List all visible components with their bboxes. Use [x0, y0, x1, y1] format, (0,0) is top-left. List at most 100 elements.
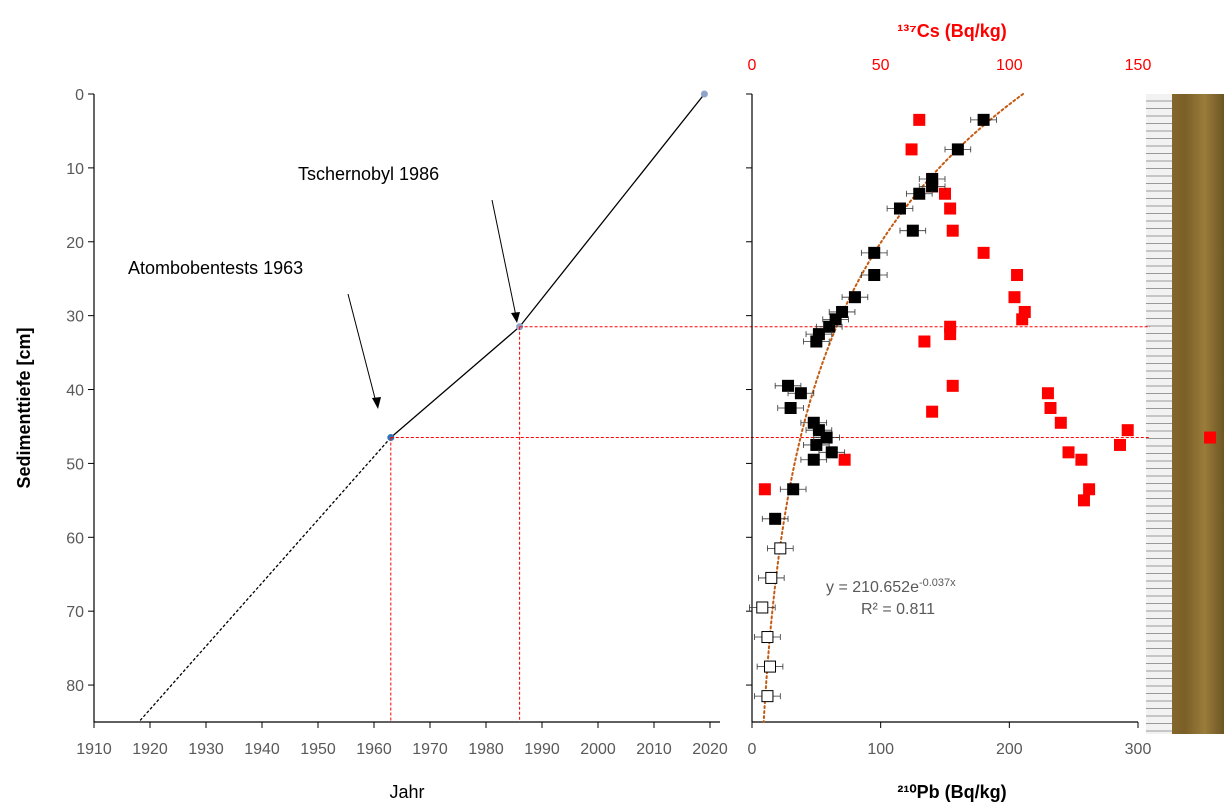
cs-point: [944, 328, 957, 341]
cs-point: [1054, 416, 1067, 429]
age-depth-line: [390, 93, 705, 439]
right-y-ticks: [746, 93, 752, 686]
activity-panel: 0 100 200 300 0 50 100 150 ²¹⁰Pb (Bq/kg) ¹³⁷Cs…: [746, 21, 1217, 802]
age-depth-marker: [700, 90, 708, 98]
pb-point-open: [761, 631, 774, 644]
pb-point: [951, 143, 964, 156]
cs-point: [1011, 269, 1024, 282]
extrapolated-line: [138, 437, 392, 723]
cs-point: [1083, 483, 1096, 496]
pb-point: [913, 187, 926, 200]
pb-point: [926, 180, 939, 193]
left-y-tick-label: 20: [66, 235, 84, 252]
annotation-chernobyl-arrowhead: [511, 312, 520, 323]
exponential-fit-line: [762, 93, 1025, 723]
pb-point: [787, 483, 800, 496]
cs-point: [918, 335, 931, 348]
cs-x-ticks: 0 50 100 150: [748, 57, 1152, 74]
pb-point: [836, 305, 849, 318]
core-ruler: [1146, 94, 1172, 734]
pb-tick-label: 100: [867, 741, 894, 758]
pb-point: [823, 320, 836, 333]
annotation-chernobyl: Tschernobyl 1986: [298, 164, 439, 184]
left-x-axis-title: Jahr: [389, 782, 424, 802]
pb-point: [825, 446, 838, 459]
cs-point: [946, 379, 959, 392]
pb-point: [868, 246, 881, 259]
pb-point: [810, 335, 823, 348]
left-y-tick-label: 40: [66, 383, 84, 400]
pb-point-open: [761, 690, 774, 703]
pb-point-open: [764, 660, 777, 673]
cs-tick-label: 0: [748, 57, 757, 74]
left-x-ticks: 1910 1920 1930 1940 1950 1960 1970 1980 1990 2000…: [76, 722, 728, 758]
annotation-bombtests-arrowhead: [372, 397, 381, 409]
left-y-ticks: 0 10 20 30 40 50 60 70 80: [66, 87, 94, 695]
pb-point: [820, 431, 833, 444]
cs-tick-label: 100: [996, 57, 1023, 74]
left-x-tick-label: 1910: [76, 741, 112, 758]
left-y-tick-label: 0: [75, 87, 84, 104]
cs-point: [1016, 313, 1029, 326]
pb-tick-label: 0: [748, 741, 757, 758]
age-depth-markers: [387, 90, 708, 442]
pb-point: [893, 202, 906, 215]
left-x-tick-label: 2020: [692, 741, 728, 758]
pb-point: [784, 402, 797, 414]
cs-point: [1062, 446, 1075, 459]
cs-point: [913, 113, 926, 126]
left-y-tick-label: 80: [66, 678, 84, 695]
fit-equation-exponent: -0.037x: [919, 577, 956, 589]
left-y-tick-label: 50: [66, 456, 84, 473]
age-depth-lines: [138, 93, 705, 723]
pb-axis-title: ²¹⁰Pb (Bq/kg): [897, 782, 1006, 802]
left-x-tick-label: 1930: [188, 741, 224, 758]
cs-point: [1121, 424, 1134, 437]
pb-point: [829, 313, 842, 326]
left-y-tick-label: 30: [66, 309, 84, 326]
left-x-tick-label: 1960: [356, 741, 392, 758]
cs-point: [926, 405, 939, 418]
y-axis-title: Sedimenttiefe [cm]: [14, 327, 34, 488]
pb-point: [769, 512, 782, 525]
pb-point: [848, 291, 861, 304]
cs-point: [838, 453, 851, 466]
left-y-tick-label: 60: [66, 530, 84, 547]
left-x-tick-label: 1970: [412, 741, 448, 758]
annotation-bombtests: Atombobentests 1963: [128, 258, 303, 278]
pb-point: [812, 424, 825, 437]
fit-equation: y = 210.652e-0.037x: [826, 577, 956, 596]
pb-point-open: [774, 542, 787, 555]
cs-point: [944, 202, 957, 215]
pb-point: [906, 224, 919, 237]
cs-point: [1204, 431, 1217, 444]
cs-point: [946, 224, 959, 237]
cs-point: [1041, 387, 1054, 400]
cs-point: [905, 143, 918, 156]
pb-tick-label: 300: [1125, 741, 1152, 758]
cs-point: [1113, 438, 1126, 451]
cs-axis-title: ¹³⁷Cs (Bq/kg): [897, 21, 1006, 41]
cs-tick-label: 50: [872, 57, 890, 74]
left-y-tick-label: 10: [66, 161, 84, 178]
pb-x-ticks: 0 100 200 300: [748, 722, 1152, 758]
cs-point: [1008, 291, 1021, 304]
cs-point: [1075, 453, 1088, 466]
annotation-chernobyl-arrow: [491, 199, 518, 322]
pb-point: [782, 379, 795, 392]
left-x-tick-label: 2010: [636, 741, 672, 758]
pb-point-open: [765, 571, 778, 584]
pb-tick-label: 200: [996, 741, 1023, 758]
left-x-tick-label: 2000: [580, 741, 616, 758]
fit-equation-base: y = 210.652e: [826, 579, 919, 596]
annotation-bombtests-arrow: [347, 293, 378, 407]
cs-point: [977, 246, 990, 259]
cs-points: [758, 113, 1217, 507]
left-y-tick-label: 70: [66, 604, 84, 621]
cs-point: [1077, 494, 1090, 507]
left-x-tick-label: 1940: [244, 741, 280, 758]
pb-point: [810, 438, 823, 451]
cs-point: [758, 483, 771, 496]
cs-tick-label: 150: [1125, 57, 1152, 74]
